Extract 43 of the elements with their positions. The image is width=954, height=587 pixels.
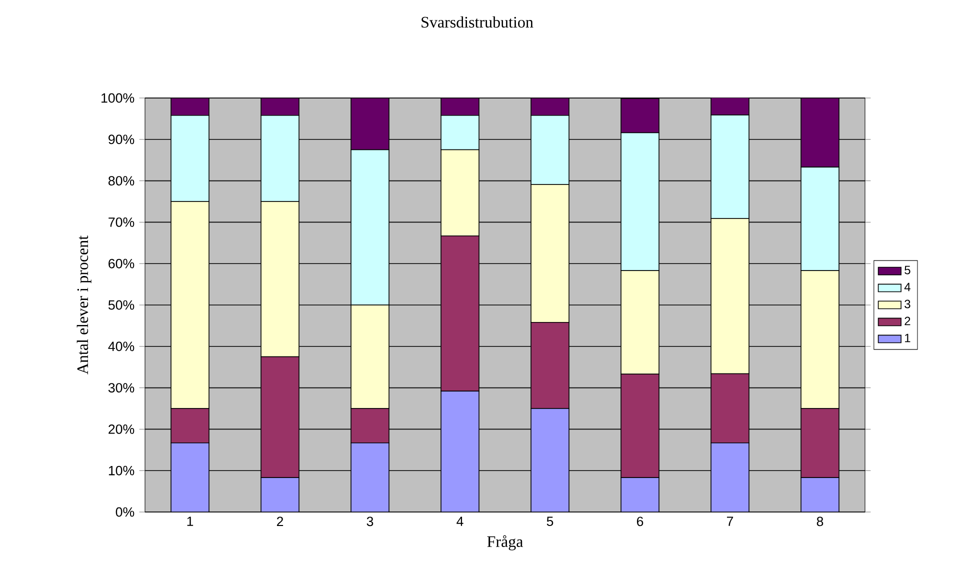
x-tick-label: 4 [456, 516, 464, 526]
legend-label: 5 [904, 266, 910, 274]
bar [440, 98, 480, 116]
x-tick-label: 1 [187, 516, 194, 526]
x-tick-label: 7 [726, 516, 734, 526]
y-axis-title: Antal elever i procent [76, 236, 92, 374]
bar [710, 98, 750, 116]
y-tick-label: 60% [108, 258, 134, 268]
x-axis-title: Fråga [487, 535, 523, 550]
bar [800, 98, 840, 168]
y-tick-label: 0% [116, 507, 134, 517]
bar [170, 98, 210, 116]
legend-label: 1 [905, 334, 910, 342]
y-tick-label: 90% [108, 134, 134, 144]
y-tick-label: 50% [108, 300, 134, 310]
bar [260, 477, 300, 512]
bar [440, 390, 480, 512]
bar [620, 477, 660, 512]
y-tick-label: 10% [108, 466, 134, 476]
chart-title: Svarsdistrubution [422, 16, 534, 28]
x-tick-label: 2 [276, 516, 284, 526]
y-tick-label: 20% [108, 424, 134, 434]
y-tick-label: 30% [108, 383, 134, 393]
bar [170, 442, 210, 512]
legend-label: 4 [904, 282, 910, 292]
y-tick-label: 70% [108, 217, 134, 227]
y-tick-label: 80% [108, 176, 134, 186]
y-tick-label: 100% [102, 93, 134, 103]
x-tick-label: 6 [636, 516, 644, 526]
bar [260, 98, 300, 116]
bar [530, 98, 570, 116]
x-tick-label: 3 [366, 516, 374, 526]
legend-label: 2 [904, 316, 910, 326]
bar [350, 442, 390, 512]
bar [620, 98, 660, 134]
y-tick-label: 40% [108, 342, 134, 352]
bar [710, 442, 750, 512]
bar [800, 477, 840, 512]
x-tick-label: 5 [546, 516, 554, 526]
bar [350, 98, 390, 150]
legend-label: 3 [904, 300, 910, 308]
bar [530, 408, 570, 512]
x-tick-label: 8 [816, 516, 824, 526]
